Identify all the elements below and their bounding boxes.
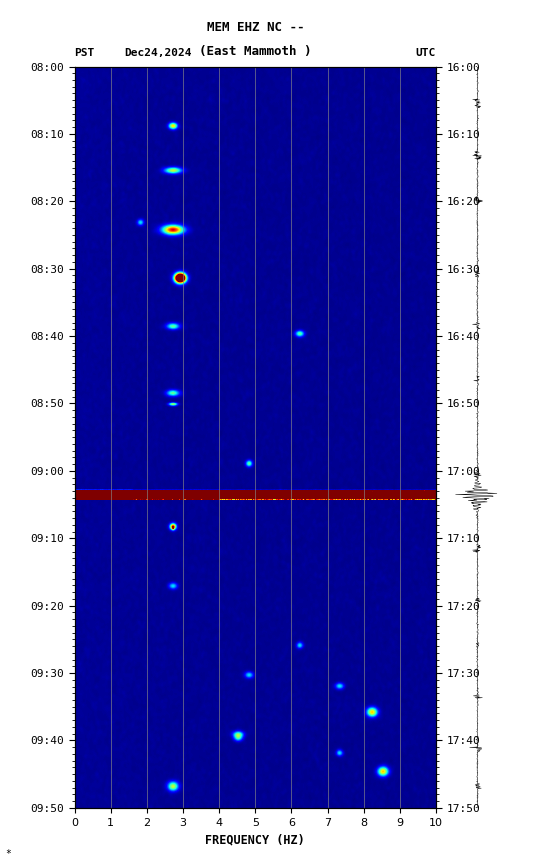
Text: UTC: UTC [416,48,436,58]
Text: Dec24,2024: Dec24,2024 [124,48,192,58]
Text: (East Mammoth ): (East Mammoth ) [199,45,311,58]
Text: *: * [6,849,12,859]
X-axis label: FREQUENCY (HZ): FREQUENCY (HZ) [205,833,305,846]
Text: PST: PST [75,48,95,58]
Text: MEM EHZ NC --: MEM EHZ NC -- [206,21,304,34]
